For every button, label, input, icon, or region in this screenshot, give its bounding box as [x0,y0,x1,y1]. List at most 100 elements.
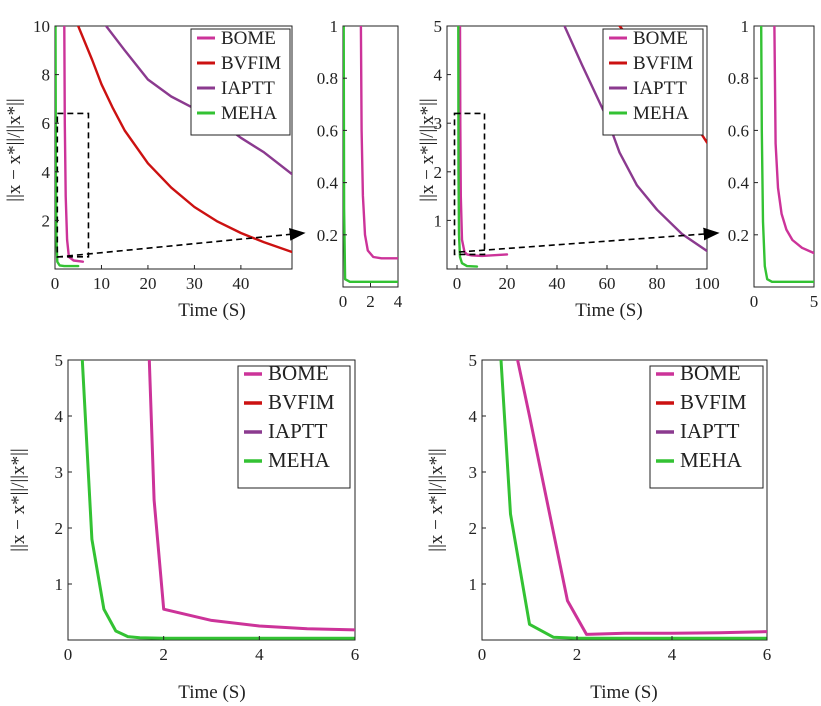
panel-bottom-right: 0 2 4 6 1 2 3 4 5 Time (S) ||x − x*||/||x*|| BO… [426,351,771,703]
plot-frame [481,359,768,641]
x-tick-label: 2 [366,292,375,311]
legend-label-iaptt: IAPTT [680,419,740,443]
y-tick-label: 1 [330,17,339,36]
y-axis-label: ||x − x*||/||x*|| [426,448,447,551]
y-tick-label: 0.2 [728,226,749,245]
y-tick-label: 4 [42,163,51,182]
y-tick-label: 5 [434,17,443,36]
legend-label-bome: BOME [221,28,276,49]
y-tick-label: 4 [469,407,478,426]
legend: BOME BVFIM IAPTT MEHA [190,28,291,136]
series-line-meha [457,26,479,268]
x-tick-label: 0 [64,645,73,664]
series-group [499,360,767,640]
x-tick-label: 0 [339,292,348,311]
x-tick-label: 5 [810,292,819,311]
y-tick-label: 6 [42,114,51,133]
y-tick-label: 2 [42,211,51,230]
y-tick-label: 0.2 [317,226,338,245]
x-tick-label: 40 [549,274,566,293]
legend-label-bvfim: BVFIM [633,53,693,74]
x-ticks: 0 10 20 30 40 [51,265,249,293]
x-tick-label: 20 [139,274,156,293]
x-axis-label: Time (S) [178,300,245,321]
y-tick-label: 4 [55,407,64,426]
legend-entries: BOME BVFIM IAPTT MEHA [656,361,747,472]
series-line-meha [760,26,814,283]
legend: BOME BVFIM IAPTT MEHA [649,361,764,489]
legend-label-bome: BOME [268,361,329,385]
series-line-bome [458,26,509,258]
y-ticks: 0.2 0.4 0.6 0.8 1 [728,17,758,245]
y-axis-label: ||x − x*||/||x*|| [417,98,438,201]
series-line-iaptt [563,26,707,253]
y-tick-label: 4 [434,66,443,85]
x-tick-label: 4 [394,292,403,311]
y-axis-label: ||x − x*||/||x*|| [4,98,25,201]
y-tick-label: 3 [55,463,64,482]
x-tick-label: 80 [649,274,666,293]
legend-label-bome: BOME [633,28,688,49]
x-tick-label: 0 [453,274,462,293]
legend-label-iaptt: IAPTT [633,78,687,99]
x-axis-label: Time (S) [575,300,642,321]
series-line-bome [359,26,398,260]
y-tick-label: 0.4 [728,174,750,193]
plot-frame [753,25,815,288]
y-tick-label: 1 [741,17,750,36]
x-ticks: 0 2 4 6 [64,636,359,664]
x-ticks: 0 2 4 6 [478,636,771,664]
zoom-box [56,112,90,258]
x-axis-label: Time (S) [590,682,657,703]
y-tick-label: 5 [469,351,478,370]
panel-bottom-left: 0 2 4 6 1 2 3 4 5 Time (S) ||x − x*||/||x*|| BO… [8,351,359,703]
x-tick-label: 100 [694,274,720,293]
series-group [760,26,814,283]
y-tick-label: 2 [469,519,478,538]
y-tick-label: 0.8 [317,69,338,88]
x-tick-label: 60 [599,274,616,293]
x-tick-label: 20 [499,274,516,293]
series-line-bome [773,26,814,255]
legend-label-bvfim: BVFIM [221,53,281,74]
x-tick-label: 2 [573,645,582,664]
series-line-meha [343,26,398,283]
legend-label-meha: MEHA [680,448,743,472]
y-tick-label: 10 [33,17,50,36]
x-tick-label: 4 [668,645,677,664]
legend-box [602,28,704,136]
plot-frame [446,25,708,270]
y-tick-label: 1 [469,575,478,594]
legend-label-iaptt: IAPTT [221,78,275,99]
legend-label-meha: MEHA [268,448,331,472]
y-ticks: 1 2 3 4 5 [55,351,72,594]
zoom-arrow [458,227,720,253]
x-tick-label: 10 [93,274,110,293]
legend-label-bvfim: BVFIM [268,390,335,414]
y-tick-label: 3 [469,463,478,482]
legend-entries: BOME BVFIM IAPTT MEHA [197,28,281,124]
x-tick-label: 30 [186,274,203,293]
y-tick-label: 1 [55,575,64,594]
legend-label-bvfim: BVFIM [680,390,747,414]
legend-label-meha: MEHA [221,103,277,124]
legend: BOME BVFIM IAPTT MEHA [602,28,704,136]
plot-frame [67,359,356,641]
legend-box [190,28,291,136]
y-tick-label: 1 [434,211,443,230]
series-line-bome [516,360,767,636]
y-ticks: 2 4 6 8 10 [33,17,59,230]
y-tick-label: 8 [42,66,51,85]
y-ticks: 0.2 0.4 0.6 0.8 1 [317,17,347,245]
x-tick-label: 40 [232,274,249,293]
y-tick-label: 5 [55,351,64,370]
y-axis-label: ||x − x*||/||x*|| [8,448,29,551]
legend-label-iaptt: IAPTT [268,419,328,443]
x-axis-label: Time (S) [178,682,245,703]
legend-box [237,365,351,489]
series-line-bome [147,360,355,632]
